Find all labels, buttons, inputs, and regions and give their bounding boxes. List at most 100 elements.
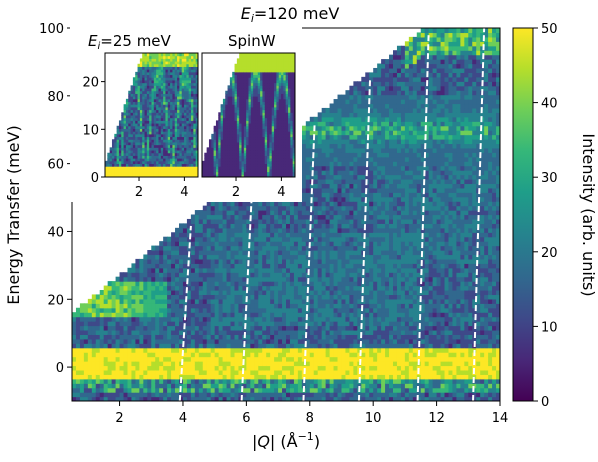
heatmap-cell <box>202 236 208 242</box>
heatmap-cell <box>175 378 180 384</box>
heatmap-cell <box>194 258 200 264</box>
heatmap-cell <box>373 281 378 287</box>
heatmap-cell <box>329 258 335 264</box>
heatmap-cell <box>404 178 410 185</box>
heatmap-cell <box>432 161 438 167</box>
heatmap-cell <box>131 347 136 353</box>
heatmap-cell <box>408 103 414 109</box>
heatmap-cell <box>365 196 370 202</box>
heatmap-cell <box>238 369 243 375</box>
heatmap-cell <box>416 258 422 264</box>
heatmap-cell <box>171 338 176 344</box>
heatmap-cell <box>226 241 232 247</box>
heatmap-cell <box>254 378 259 384</box>
heatmap-cell <box>428 232 434 238</box>
heatmap-cell <box>83 365 89 371</box>
heatmap-cell <box>396 192 402 198</box>
heatmap-cell <box>226 232 232 238</box>
heatmap-cell <box>400 361 406 367</box>
heatmap-cell <box>270 307 275 313</box>
heatmap-cell <box>198 365 204 371</box>
heatmap-cell <box>103 329 109 335</box>
heatmap-cell <box>274 250 279 256</box>
heatmap-cell <box>436 187 442 193</box>
heatmap-cell <box>345 130 350 136</box>
heatmap-cell <box>119 343 125 349</box>
heatmap-cell <box>365 76 370 82</box>
heatmap-cell <box>412 245 418 251</box>
heatmap-cell <box>393 72 398 78</box>
heatmap-cell <box>79 307 85 313</box>
heatmap-cell <box>432 250 438 256</box>
heatmap-cell <box>396 147 402 153</box>
heatmap-cell <box>163 298 168 304</box>
heatmap-cell <box>396 174 402 180</box>
heatmap-cell <box>420 134 426 140</box>
heatmap-cell <box>436 41 442 47</box>
heatmap-cell <box>349 254 354 260</box>
heatmap-cell <box>147 365 152 371</box>
heatmap-cell <box>341 378 347 384</box>
heatmap-cell <box>353 307 358 313</box>
heatmap-cell <box>254 276 259 282</box>
heatmap-cell <box>301 289 307 296</box>
heatmap-cell <box>305 227 311 233</box>
heatmap-cell <box>186 285 192 291</box>
heatmap-cell <box>377 156 382 162</box>
heatmap-cell <box>171 232 176 238</box>
heatmap-cell <box>400 383 406 389</box>
heatmap-cell <box>404 316 410 322</box>
heatmap-cell <box>111 321 117 327</box>
heatmap-cell <box>282 378 287 384</box>
heatmap-cell <box>103 303 109 309</box>
heatmap-cell <box>349 125 354 131</box>
heatmap-cell <box>175 365 180 371</box>
heatmap-cell <box>143 294 148 300</box>
heatmap-cell <box>254 387 259 393</box>
heatmap-cell <box>424 392 430 398</box>
heatmap-cell <box>361 161 366 167</box>
heatmap-cell <box>329 289 335 296</box>
heatmap-cell <box>341 236 347 242</box>
heatmap-cell <box>75 383 81 389</box>
heatmap-cell <box>222 250 228 256</box>
heatmap-cell <box>341 374 347 380</box>
heatmap-cell <box>163 276 168 282</box>
heatmap-cell <box>349 387 354 393</box>
heatmap-cell <box>242 236 247 242</box>
heatmap-cell <box>357 289 362 296</box>
heatmap-cell <box>286 214 291 220</box>
heatmap-cell <box>202 289 208 296</box>
heatmap-cell <box>381 329 386 335</box>
heatmap-cell <box>404 134 410 140</box>
heatmap-cell <box>432 325 438 331</box>
heatmap-cell <box>353 294 358 300</box>
heatmap-cell <box>167 245 172 251</box>
heatmap-cell <box>412 143 418 149</box>
heatmap-cell <box>353 170 358 176</box>
heatmap-cell <box>155 267 160 273</box>
heatmap-cell <box>282 205 287 211</box>
heatmap-cell <box>87 312 93 318</box>
heatmap-cell <box>412 85 418 91</box>
heatmap-cell <box>242 294 247 300</box>
heatmap-cell <box>357 183 362 189</box>
heatmap-cell <box>250 223 255 229</box>
heatmap-cell <box>377 81 382 87</box>
heatmap-cell <box>83 378 89 384</box>
heatmap-cell <box>293 321 299 327</box>
heatmap-cell <box>230 378 236 384</box>
heatmap-cell <box>396 334 402 340</box>
heatmap-cell <box>400 50 406 56</box>
heatmap-cell <box>317 316 323 322</box>
heatmap-cell <box>182 392 188 398</box>
heatmap-cell <box>321 321 327 327</box>
heatmap-cell <box>119 378 125 384</box>
heatmap-cell <box>337 347 343 353</box>
heatmap-cell <box>246 236 251 242</box>
heatmap-cell <box>393 76 398 82</box>
heatmap-cell <box>424 258 430 264</box>
heatmap-cell <box>182 227 188 233</box>
heatmap-cell <box>404 218 410 224</box>
heatmap-cell <box>72 312 77 318</box>
